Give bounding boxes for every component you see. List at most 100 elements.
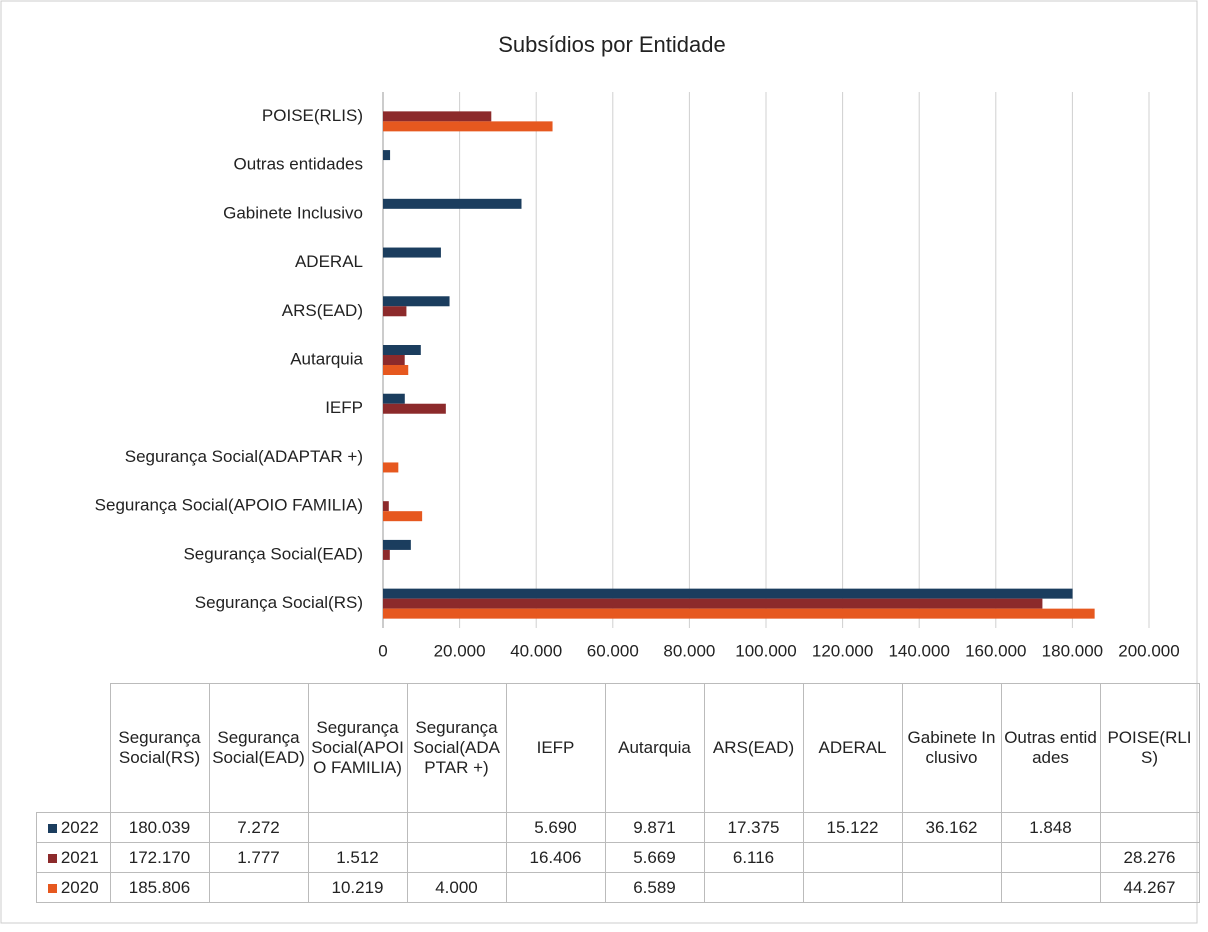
y-tick-label: Autarquia bbox=[290, 349, 363, 368]
bar bbox=[383, 393, 405, 404]
x-tick-label: 140.000 bbox=[888, 641, 949, 660]
bar bbox=[383, 296, 450, 307]
table-empty-cell bbox=[1000, 842, 1101, 873]
x-tick-label: 0 bbox=[378, 641, 387, 660]
y-tick-label: Segurança Social(ADAPTAR +) bbox=[125, 447, 363, 466]
table-empty-cell bbox=[703, 872, 804, 903]
data-table: Segurança Social(RS) Segurança Social(EAD… bbox=[36, 683, 1200, 903]
bar bbox=[383, 588, 1073, 599]
table-cell: 4.000 bbox=[406, 872, 507, 903]
table-header-cell: ARS(EAD) bbox=[703, 683, 804, 813]
y-tick-label: Segurança Social(APOIO FAMILIA) bbox=[95, 496, 363, 515]
table-cell: 17.375 bbox=[703, 812, 804, 843]
table-header-cell: Segurança Social(RS) bbox=[109, 683, 210, 813]
table-empty-cell bbox=[406, 812, 507, 843]
table-empty-cell bbox=[505, 872, 606, 903]
table-cell: 44.267 bbox=[1099, 872, 1200, 903]
legend-swatch bbox=[47, 853, 57, 863]
table-cell: 15.122 bbox=[802, 812, 903, 843]
table-header-cell: Segurança Social(EAD) bbox=[208, 683, 309, 813]
table-header-cell: Segurança Social(ADAPTAR +) bbox=[406, 683, 507, 813]
table-cell: 16.406 bbox=[505, 842, 606, 873]
bar bbox=[383, 150, 391, 161]
table-cell: 1.777 bbox=[208, 842, 309, 873]
x-tick-label: 180.000 bbox=[1042, 641, 1103, 660]
table-header-cell: Outras entidades bbox=[1000, 683, 1101, 813]
x-tick-label: 80.000 bbox=[663, 641, 715, 660]
table-row: 2022 180.039 7.272 5.690 9.871 17.375 15.122 36… bbox=[36, 812, 1200, 843]
x-tick-label: 120.000 bbox=[812, 641, 873, 660]
x-tick-label: 20.000 bbox=[434, 641, 486, 660]
y-tick-label: ARS(EAD) bbox=[282, 301, 363, 320]
y-tick-label: IEFP bbox=[325, 398, 363, 417]
bar bbox=[383, 608, 1095, 619]
x-tick-label: 40.000 bbox=[510, 641, 562, 660]
bar bbox=[383, 501, 389, 512]
table-cell: 185.806 bbox=[109, 872, 210, 903]
x-tick-label: 60.000 bbox=[587, 641, 639, 660]
table-cell: 28.276 bbox=[1099, 842, 1200, 873]
y-tick-label: Segurança Social(RS) bbox=[195, 593, 363, 612]
y-tick-label: Segurança Social(EAD) bbox=[183, 544, 363, 563]
legend-label: 2021 bbox=[60, 847, 99, 867]
table-cell: 7.272 bbox=[208, 812, 309, 843]
bar bbox=[383, 111, 492, 122]
table-cell: 5.690 bbox=[505, 812, 606, 843]
table-header-cell: ADERAL bbox=[802, 683, 903, 813]
legend-label: 2022 bbox=[60, 817, 99, 837]
legend-cell: 2021 bbox=[36, 842, 111, 873]
legend-swatch bbox=[47, 823, 57, 833]
table-cell: 1.848 bbox=[1000, 812, 1101, 843]
table-cell: 172.170 bbox=[109, 842, 210, 873]
table-empty-cell bbox=[1000, 872, 1101, 903]
y-tick-label: Outras entidades bbox=[234, 155, 363, 174]
bar bbox=[383, 462, 399, 473]
x-tick-label: 100.000 bbox=[735, 641, 796, 660]
bar bbox=[383, 306, 407, 317]
x-tick-label: 200.000 bbox=[1118, 641, 1179, 660]
y-tick-label: ADERAL bbox=[295, 252, 363, 271]
legend-cell: 2022 bbox=[36, 812, 111, 843]
bar bbox=[383, 198, 522, 209]
bar bbox=[383, 511, 423, 522]
table-empty-cell bbox=[901, 872, 1002, 903]
table-header-row: Segurança Social(RS) Segurança Social(EAD… bbox=[36, 683, 1200, 813]
bar bbox=[383, 365, 409, 375]
table-empty-cell bbox=[901, 842, 1002, 873]
table-cell: 36.162 bbox=[901, 812, 1002, 843]
table-cell: 6.116 bbox=[703, 842, 804, 873]
legend-cell: 2020 bbox=[36, 872, 111, 903]
y-tick-label: POISE(RLIS) bbox=[262, 106, 363, 125]
bar bbox=[383, 121, 553, 132]
bar bbox=[383, 598, 1043, 609]
bar bbox=[383, 355, 405, 365]
table-row: 2020 185.806 10.219 4.000 6.589 44.267 bbox=[36, 872, 1200, 903]
table-cell: 6.589 bbox=[604, 872, 705, 903]
table-empty-cell bbox=[208, 872, 309, 903]
chart-title: Subsídios por Entidade bbox=[498, 32, 726, 57]
table-header-cell: POISE(RLIS) bbox=[1099, 683, 1200, 813]
legend-label: 2020 bbox=[60, 877, 99, 897]
table-cell: 9.871 bbox=[604, 812, 705, 843]
bar bbox=[383, 345, 421, 355]
table-cell: 1.512 bbox=[307, 842, 408, 873]
table-header-cell: Autarquia bbox=[604, 683, 705, 813]
bar bbox=[383, 539, 411, 550]
legend-swatch bbox=[47, 883, 57, 893]
bar bbox=[383, 247, 441, 258]
table-cell: 180.039 bbox=[109, 812, 210, 843]
bar bbox=[383, 403, 446, 414]
table-cell: 5.669 bbox=[604, 842, 705, 873]
table-header-cell: IEFP bbox=[505, 683, 606, 813]
table-row: 2021 172.170 1.777 1.512 16.406 5.669 6.116 28.… bbox=[36, 842, 1200, 873]
table-header-cell: Segurança Social(APOIO FAMILIA) bbox=[307, 683, 408, 813]
table-corner bbox=[36, 683, 111, 813]
x-tick-label: 160.000 bbox=[965, 641, 1026, 660]
table-cell: 10.219 bbox=[307, 872, 408, 903]
table-empty-cell bbox=[802, 872, 903, 903]
table-empty-cell bbox=[307, 812, 408, 843]
table-header-cell: Gabinete Inclusivo bbox=[901, 683, 1002, 813]
y-tick-label: Gabinete Inclusivo bbox=[223, 203, 363, 222]
